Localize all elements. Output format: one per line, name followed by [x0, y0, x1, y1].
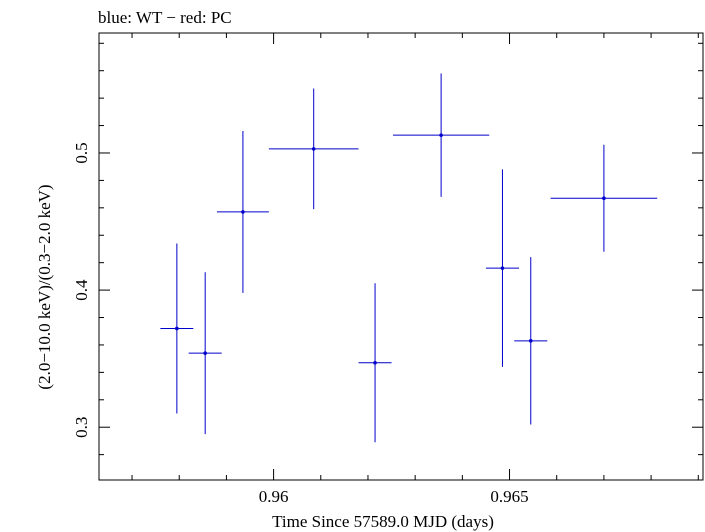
y-tick-label: 0.5 [72, 142, 91, 163]
data-point [514, 257, 548, 425]
point-marker [241, 210, 245, 214]
data-point [485, 169, 519, 367]
data-points [160, 73, 658, 443]
y-axis-label: (2.0−10.0 keV)/(0.3−2.0 keV) [35, 184, 54, 389]
data-point [268, 88, 359, 210]
y-tick-label: 0.4 [72, 279, 91, 301]
point-marker [175, 326, 179, 331]
y-tick-label: 0.3 [72, 417, 91, 438]
data-point [550, 144, 658, 252]
point-marker [373, 360, 377, 365]
x-axis-label: Time Since 57589.0 MJD (days) [272, 512, 494, 531]
point-marker [439, 133, 443, 137]
point-marker [500, 266, 505, 270]
point-marker [602, 196, 606, 201]
chart-title: blue: WT − red: PC [98, 8, 232, 27]
x-tick-label: 0.96 [259, 487, 289, 506]
plot-frame [98, 32, 704, 481]
tick-labels: 0.96 0.965 0.3 0.4 0.5 [72, 142, 529, 506]
point-marker [203, 351, 207, 355]
data-point [358, 283, 392, 443]
data-point [160, 243, 194, 414]
x-tick-label: 0.965 [490, 487, 528, 506]
axis-ticks [99, 33, 703, 480]
data-point [216, 131, 269, 293]
point-marker [528, 339, 533, 343]
point-marker [311, 147, 316, 151]
data-point [188, 272, 222, 435]
data-point [392, 73, 490, 197]
